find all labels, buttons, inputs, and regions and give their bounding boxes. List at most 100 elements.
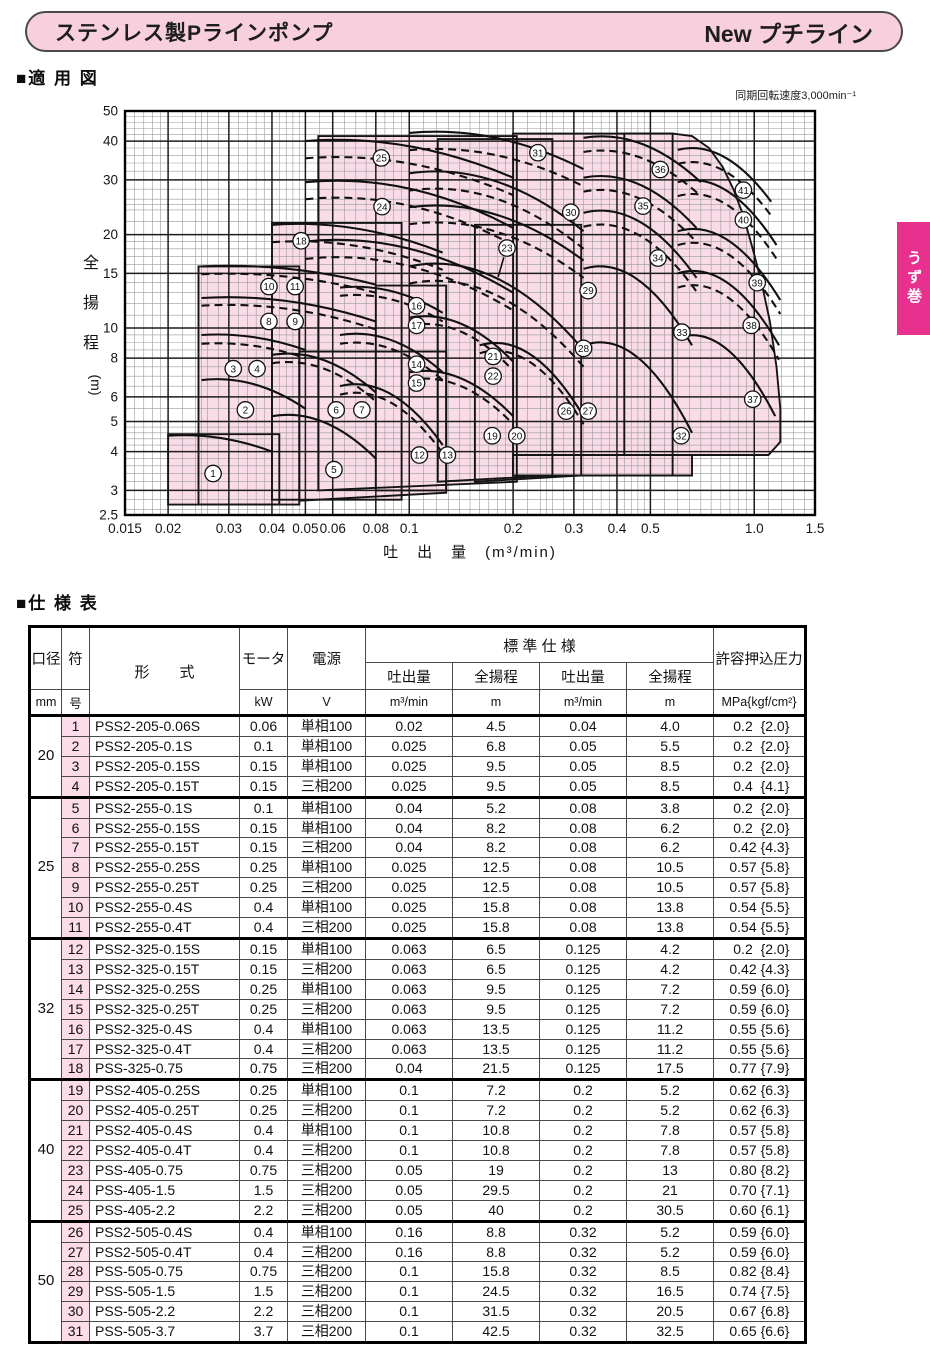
svg-text:8: 8 xyxy=(266,317,272,328)
col-flow-2: 吐出量 xyxy=(539,662,627,690)
pressure-cell: 0.54 {5.5} xyxy=(713,897,806,919)
col-pressure-unit: MPa{kgf/cm²} xyxy=(713,689,806,716)
svg-text:0.3: 0.3 xyxy=(564,521,583,536)
head2-cell: 5.2 xyxy=(626,1100,714,1122)
row-number-cell: 2 xyxy=(61,735,90,757)
model-cell: PSS2-325-0.4T xyxy=(89,1038,240,1060)
svg-text:6: 6 xyxy=(110,389,118,404)
svg-text:0.04: 0.04 xyxy=(259,521,286,536)
pressure-cell: 0.59 {6.0} xyxy=(713,1219,806,1243)
power-cell: 三相200 xyxy=(287,877,366,899)
curve-number-marker xyxy=(483,426,502,445)
pressure-cell: 0.2 {2.0} xyxy=(713,735,806,757)
col-power: 電源 xyxy=(287,626,366,690)
curve-number-marker xyxy=(286,277,305,296)
product-series-name: New プチライン xyxy=(704,20,873,47)
pressure-cell: 0.82 {8.4} xyxy=(713,1261,806,1283)
flow2-cell: 0.08 xyxy=(539,817,627,839)
table-row: 28 PSS-505-0.75 0.75 三相200 0.1 15.8 0.32 8.5 0.8… xyxy=(30,1261,806,1283)
svg-text:22: 22 xyxy=(488,372,500,383)
flow1-cell: 0.063 xyxy=(365,1038,453,1060)
svg-text:41: 41 xyxy=(738,186,750,197)
curve-number-marker xyxy=(507,426,526,445)
row-number-cell: 11 xyxy=(61,917,90,939)
head1-cell: 7.2 xyxy=(452,1078,540,1102)
pump-curve-dashed xyxy=(583,223,698,293)
table-row: 24 PSS-405-1.5 1.5 三相200 0.05 29.5 0.2 21 0.70 {7… xyxy=(30,1179,806,1201)
svg-text:32: 32 xyxy=(676,431,688,442)
motor-kw-cell: 3.7 xyxy=(239,1321,288,1344)
pump-curve-dashed xyxy=(409,187,585,250)
usable-region-outline xyxy=(473,223,583,483)
pump-curve-solid xyxy=(339,332,444,374)
head1-cell: 8.8 xyxy=(452,1219,540,1243)
flow2-cell: 0.2 xyxy=(539,1100,627,1122)
power-cell: 単相100 xyxy=(287,755,366,777)
pump-curve-dashed xyxy=(409,221,585,279)
curve-number-marker xyxy=(260,312,278,331)
model-cell: PSS-405-1.5 xyxy=(89,1179,240,1201)
curve-number-marker xyxy=(236,401,255,419)
svg-text:4: 4 xyxy=(254,364,260,375)
curve-number-marker xyxy=(484,367,502,385)
svg-text:25: 25 xyxy=(376,154,388,165)
power-cell: 三相200 xyxy=(287,1140,366,1161)
head2-cell: 13.8 xyxy=(626,917,714,939)
motor-kw-cell: 0.25 xyxy=(239,998,288,1020)
pump-curve-solid xyxy=(583,209,698,279)
svg-text:33: 33 xyxy=(676,328,688,339)
pump-curve-dashed xyxy=(409,322,514,372)
motor-kw-cell: 0.15 xyxy=(239,775,288,798)
flow2-cell: 0.125 xyxy=(539,1058,627,1081)
head1-cell: 9.5 xyxy=(452,998,540,1020)
curve-number-marker xyxy=(734,181,753,200)
table-row: 17 PSS2-325-0.4T 0.4 三相200 0.063 13.5 0.125 11.… xyxy=(30,1038,806,1060)
flow1-cell: 0.1 xyxy=(365,1120,453,1142)
svg-text:36: 36 xyxy=(655,165,667,176)
pump-curve-dashed xyxy=(409,147,584,188)
head2-cell: 4.0 xyxy=(626,715,714,737)
col-flow-1: 吐出量 xyxy=(365,662,453,690)
svg-text:40: 40 xyxy=(738,215,750,226)
svg-text:27: 27 xyxy=(583,407,595,418)
svg-text:9: 9 xyxy=(292,317,298,328)
head1-cell: 15.8 xyxy=(452,1261,540,1283)
curve-number-marker xyxy=(742,316,761,335)
table-row: 20 PSS2-405-0.25T 0.25 三相200 0.1 7.2 0.2 5.2 0.6… xyxy=(30,1100,806,1122)
head2-cell: 11.2 xyxy=(626,1038,714,1060)
pressure-cell: 0.55 {5.6} xyxy=(713,1038,806,1060)
flow2-cell: 0.32 xyxy=(539,1261,627,1283)
flow1-cell: 0.02 xyxy=(365,715,453,737)
pump-curve-solid xyxy=(305,138,514,179)
svg-text:15: 15 xyxy=(411,379,423,390)
power-cell: 単相100 xyxy=(287,795,366,819)
flow1-cell: 0.025 xyxy=(365,877,453,899)
curve-number-marker xyxy=(743,390,762,409)
pressure-cell: 0.2 {2.0} xyxy=(713,817,806,839)
curve-number-marker xyxy=(327,401,346,419)
svg-text:13: 13 xyxy=(442,451,454,462)
pump-curve-solid xyxy=(677,147,773,203)
motor-kw-cell: 0.15 xyxy=(239,755,288,777)
svg-text:0.06: 0.06 xyxy=(320,521,346,536)
row-number-cell: 1 xyxy=(61,715,90,737)
power-cell: 単相100 xyxy=(287,936,366,960)
row-number-cell: 27 xyxy=(61,1241,90,1263)
section-title-spec-table: ■仕 様 表 xyxy=(16,594,99,613)
row-number-cell: 21 xyxy=(61,1120,90,1142)
pump-curve-dashed xyxy=(339,391,444,454)
table-row: 10 PSS2-255-0.4S 0.4 単相100 0.025 15.8 0.08 13.8… xyxy=(30,897,806,919)
flow1-cell: 0.04 xyxy=(365,795,453,819)
flow1-cell: 0.05 xyxy=(365,1159,453,1181)
head1-cell: 13.5 xyxy=(452,1038,540,1060)
head1-cell: 9.5 xyxy=(452,978,540,1000)
col-motor-unit: kW xyxy=(239,689,288,716)
row-number-cell: 9 xyxy=(61,877,90,899)
product-family-title: ステンレス製Pラインポンプ xyxy=(55,21,334,45)
model-cell: PSS-505-1.5 xyxy=(89,1281,240,1303)
power-cell: 単相100 xyxy=(287,715,366,737)
pump-curve-solid xyxy=(339,285,444,314)
table-row: 40 19 PSS2-405-0.25S 0.25 単相100 0.1 7.2 0.2 5.2 0… xyxy=(29,1078,806,1222)
svg-text:16: 16 xyxy=(411,301,423,312)
